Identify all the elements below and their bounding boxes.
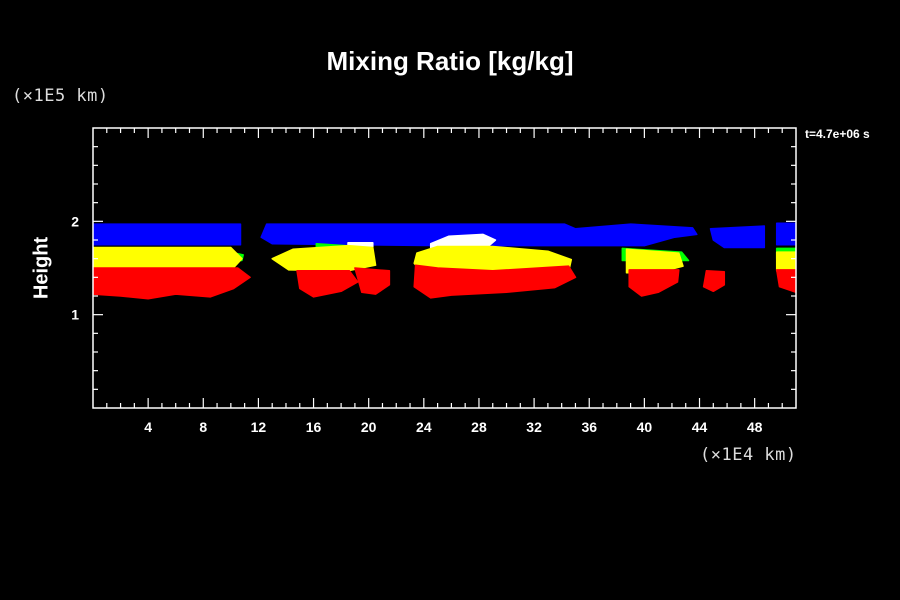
red-region-17 — [354, 267, 391, 295]
x-tick-label: 44 — [692, 419, 708, 435]
y-axis-unit-label: (×1E5 km) — [12, 86, 109, 106]
red-region-16 — [296, 270, 359, 298]
blue-region-3 — [775, 222, 796, 246]
x-tick-label: 8 — [199, 419, 207, 435]
red-region-21 — [775, 269, 796, 294]
x-tick-label: 12 — [251, 419, 267, 435]
plot-frame — [92, 127, 797, 409]
x-tick-label: 20 — [361, 419, 377, 435]
y-tick-label: 1 — [71, 307, 79, 323]
axis-ticks — [93, 128, 796, 408]
blue-region-2 — [709, 225, 766, 249]
mixing-ratio-regions — [93, 222, 796, 300]
x-axis-unit-label: (×1E4 km) — [700, 445, 797, 465]
x-tick-label: 24 — [416, 419, 432, 435]
x-tick-label: 32 — [526, 419, 542, 435]
x-tick-label: 16 — [306, 419, 322, 435]
yellow-region-10 — [93, 246, 243, 275]
time-label: t=4.7e+06 s — [805, 127, 870, 141]
x-tick-label: 36 — [581, 419, 597, 435]
yellow-region-14 — [775, 251, 796, 272]
x-tick-label: 28 — [471, 419, 487, 435]
red-region-15 — [93, 267, 251, 300]
red-region-18 — [413, 264, 577, 299]
red-region-19 — [628, 269, 680, 297]
x-tick-label: 4 — [144, 419, 152, 435]
blue-region-0 — [93, 223, 242, 246]
red-region-20 — [702, 270, 726, 293]
y-tick-label: 2 — [71, 213, 79, 229]
chart-title: Mixing Ratio [kg/kg] — [326, 46, 574, 76]
x-tick-label: 40 — [637, 419, 653, 435]
x-tick-label: 48 — [747, 419, 763, 435]
